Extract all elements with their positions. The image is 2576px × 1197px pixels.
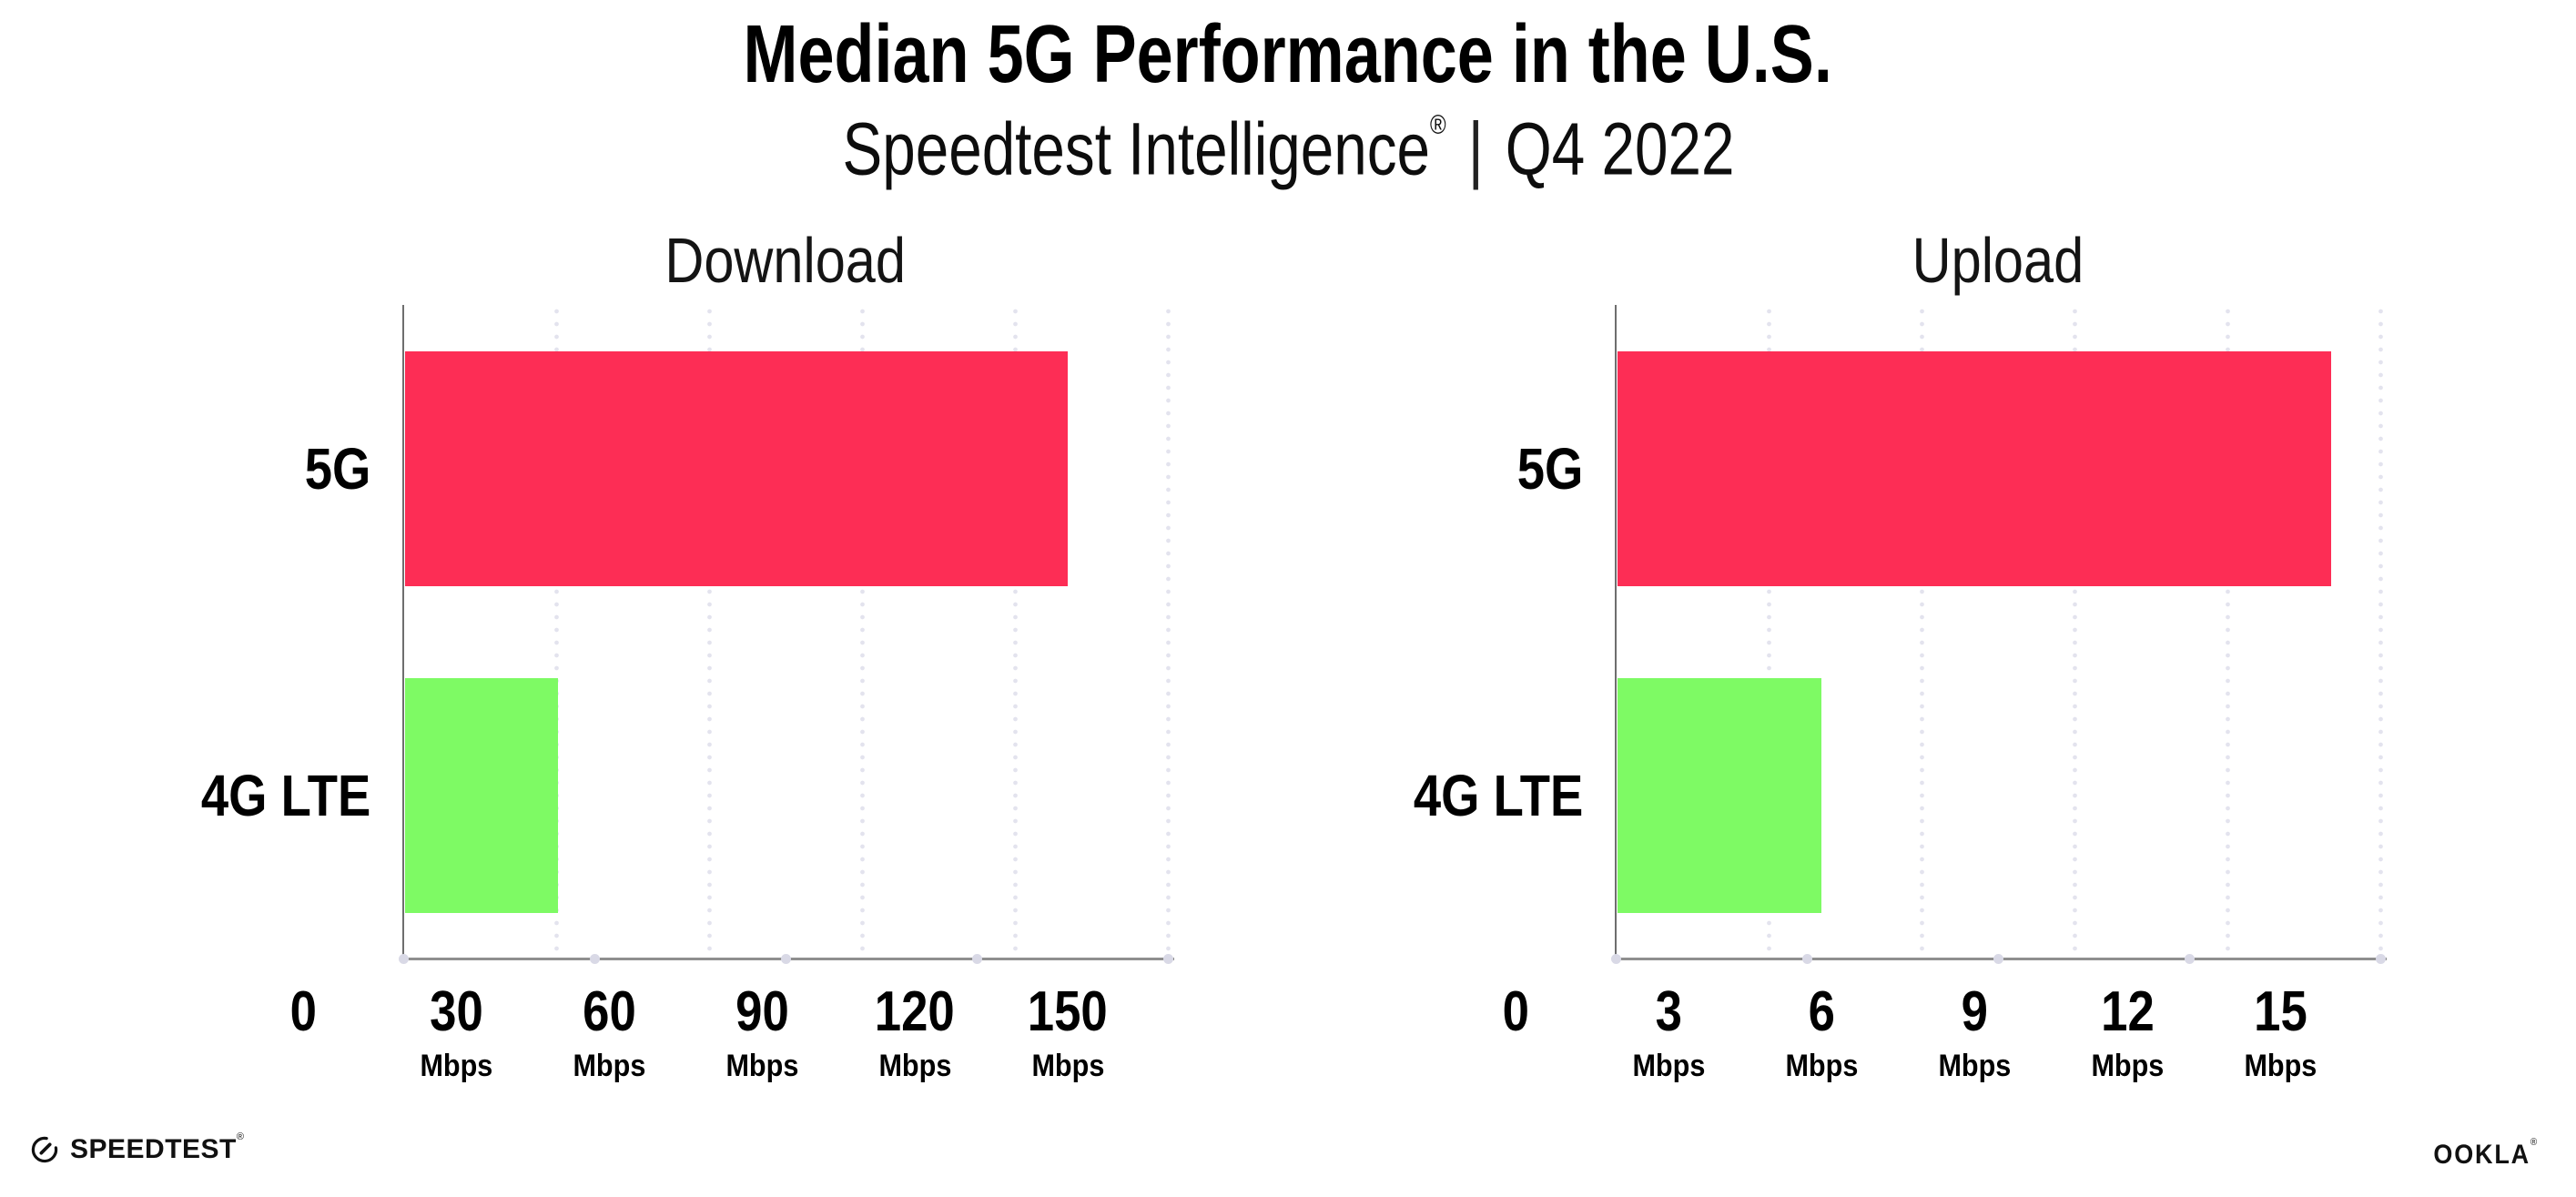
page-title: Median 5G Performance in the U.S.: [0, 7, 2576, 102]
ookla-logo: OOKLA®: [2428, 1137, 2544, 1171]
download-5g-bar: [405, 351, 1068, 586]
page-subtitle-text: Speedtest Intelligence® | Q4 2022: [842, 96, 1734, 193]
upload-chart-title: Upload: [1912, 225, 2084, 296]
axis-dot: [2184, 954, 2195, 964]
axis-dot: [1610, 954, 1621, 964]
subtitle-brand: Speedtest Intelligence: [842, 107, 1430, 191]
gridline: [1919, 305, 1924, 959]
gridline: [2072, 305, 2077, 959]
axis-dot: [971, 954, 982, 964]
axis-dot: [1993, 954, 2003, 964]
download-4g-lte-bar: [405, 678, 558, 913]
upload-4g-lte-bar: [1618, 678, 1821, 913]
registered-mark: ®: [2530, 1137, 2539, 1149]
axis-dot: [1162, 954, 1173, 964]
download-y-axis: [402, 305, 404, 959]
download-category-label-5g: 5G: [304, 436, 370, 502]
gridline: [1165, 305, 1171, 959]
page-subtitle: Speedtest Intelligence® | Q4 2022: [0, 96, 2576, 193]
download-plot-area: [398, 305, 1174, 964]
download-chart-title: Download: [664, 225, 907, 296]
gridline: [859, 305, 865, 959]
download-category-label-4g-lte: 4G LTE: [200, 763, 370, 828]
upload-5g-bar: [1618, 351, 2331, 586]
gridline: [2225, 305, 2230, 959]
gridline: [1766, 305, 1771, 959]
registered-mark: ®: [236, 1131, 245, 1143]
axis-dot: [589, 954, 600, 964]
subtitle-divider: |: [1467, 107, 1484, 191]
upload-chart: Upload 5G 4G LTE 0: [1414, 225, 2387, 1100]
download-chart: Download 5G 4G LTE 0: [201, 225, 1174, 1100]
registered-mark: ®: [1429, 109, 1446, 140]
speedtest-logo: SPEEDTEST®: [30, 1131, 245, 1165]
axis-dot: [398, 954, 409, 964]
axis-dot: [2375, 954, 2386, 964]
speedtest-gauge-icon: [31, 1136, 58, 1163]
ookla-wordmark: OOKLA®: [2432, 1137, 2539, 1170]
axis-dot: [780, 954, 791, 964]
upload-plot-area: [1610, 305, 2387, 964]
gridline: [706, 305, 712, 959]
upload-y-axis: [1615, 305, 1617, 959]
upload-category-label-5g: 5G: [1516, 436, 1583, 502]
upload-category-label-4g-lte: 4G LTE: [1413, 763, 1583, 828]
gridline: [553, 305, 559, 959]
page-title-text: Median 5G Performance in the U.S.: [743, 9, 1833, 100]
gridline: [1012, 305, 1018, 959]
gridline: [2378, 305, 2383, 959]
subtitle-period: Q4 2022: [1505, 107, 1734, 191]
axis-dot: [1801, 954, 1812, 964]
speedtest-wordmark: SPEEDTEST®: [70, 1131, 245, 1164]
